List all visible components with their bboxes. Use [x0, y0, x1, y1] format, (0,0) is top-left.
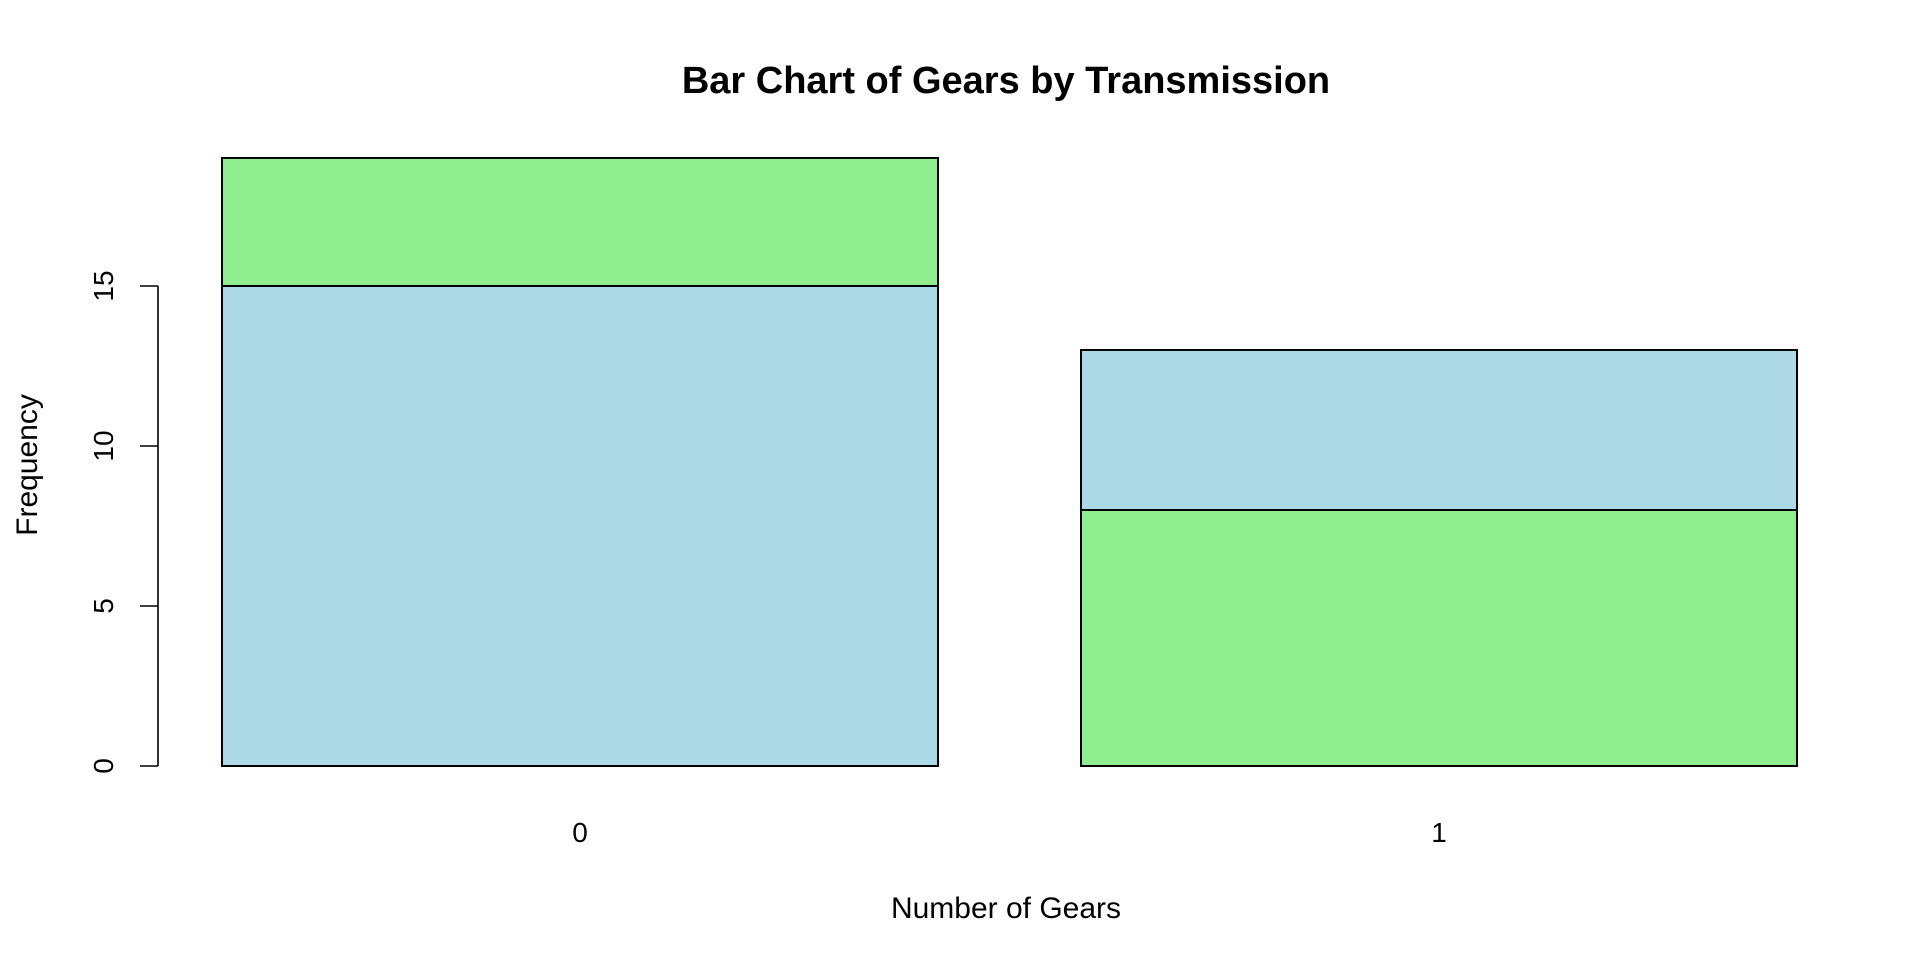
bar-segment-0-2 [221, 157, 939, 287]
y-tick-label-5: 5 [88, 598, 119, 614]
y-tick-label-0: 0 [88, 758, 119, 774]
x-tick-label-1: 1 [1431, 817, 1447, 848]
chart-title: Bar Chart of Gears by Transmission [682, 60, 1330, 102]
y-axis: 0 5 10 15 [88, 270, 159, 774]
y-axis-label: Frequency [11, 394, 44, 536]
x-axis-label: Number of Gears [891, 892, 1121, 925]
y-tick-label-10: 10 [88, 430, 119, 461]
bar-segment-1-2 [1080, 509, 1798, 767]
bar-segment-1-1 [1080, 349, 1798, 511]
y-tick-label-15: 15 [88, 270, 119, 301]
bars-layer [221, 157, 1798, 767]
bar-segment-0-1 [221, 285, 939, 767]
x-tick-label-0: 0 [572, 817, 588, 848]
